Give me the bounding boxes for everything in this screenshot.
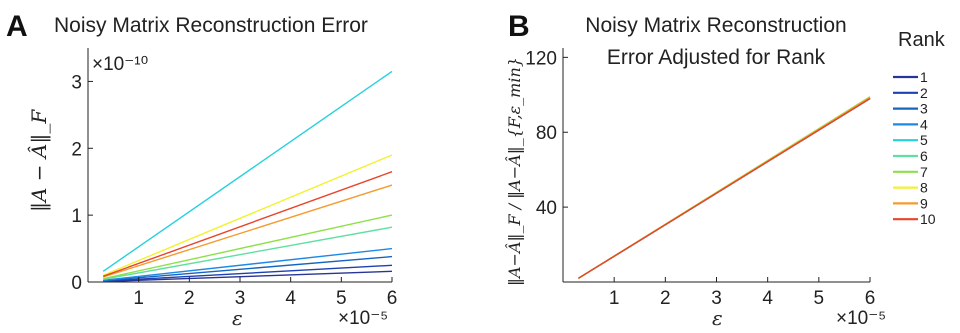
legend-label-8: 8 xyxy=(920,180,928,196)
panel-a-y-label: ‖A − Â‖_F xyxy=(27,109,52,212)
legend-title: Rank xyxy=(898,29,946,51)
panel-b-series-group xyxy=(578,96,871,279)
legend-label-3: 3 xyxy=(920,101,928,117)
legend-label-10: 10 xyxy=(920,211,936,227)
panel-b-x-tick-label: 4 xyxy=(762,288,773,309)
panel-a-x-multiplier: ×10⁻⁵ xyxy=(338,308,388,329)
panel-b-y-tick-label: 40 xyxy=(536,198,557,219)
legend-label-1: 1 xyxy=(920,69,928,85)
panel-a-series-line-4 xyxy=(103,247,393,281)
panel-a-x-tick-label: 2 xyxy=(184,288,195,309)
panel-b-y-tick-label: 120 xyxy=(525,48,557,69)
legend-label-5: 5 xyxy=(920,132,928,148)
legend-label-2: 2 xyxy=(920,85,928,101)
panel-a-x-tick-label: 3 xyxy=(235,288,246,309)
panel-a-y-tick-label: 0 xyxy=(71,273,82,294)
legend-label-7: 7 xyxy=(920,164,928,180)
panel-a-title: Noisy Matrix Reconstruction Error xyxy=(54,14,368,37)
panel-b-x-ticks: 1 2 3 4 5 6 xyxy=(609,277,875,309)
panel-b-title-line2: Error Adjusted for Rank xyxy=(607,46,826,69)
panel-a-y-ticks: 0 1 2 3 xyxy=(71,72,93,294)
panel-b-x-tick-label: 1 xyxy=(609,288,620,309)
panel-b-x-multiplier: ×10⁻⁵ xyxy=(836,308,886,329)
panel-a-x-tick-label: 5 xyxy=(336,288,347,309)
panel-a-series-line-7 xyxy=(103,214,393,280)
panel-b-y-tick-label: 80 xyxy=(536,123,557,144)
panel-a-y-tick-label: 1 xyxy=(71,206,82,227)
panel-a-series-line-5 xyxy=(102,70,393,272)
panel-a-series-line-1 xyxy=(103,270,393,283)
panel-a-x-tick-label: 6 xyxy=(387,288,398,309)
panel-a-series-line-10 xyxy=(102,171,393,277)
panel-a-x-ticks: 1 2 3 4 5 6 xyxy=(133,277,397,309)
panel-b: B Noisy Matrix Reconstruction Error Adju… xyxy=(504,10,886,330)
panel-b-title-line1: Noisy Matrix Reconstruction xyxy=(585,14,846,37)
panel-b-x-tick-label: 3 xyxy=(711,288,722,309)
panel-b-x-tick-label: 2 xyxy=(660,288,671,309)
panel-a-y-multiplier: ×10⁻¹⁰ xyxy=(92,54,148,75)
panel-a-letter: A xyxy=(6,10,28,43)
panel-a-series-line-9 xyxy=(102,184,393,278)
panel-b-x-label: ε xyxy=(712,306,723,330)
panel-a-x-label: ε xyxy=(232,306,243,330)
panel-b-letter: B xyxy=(508,10,530,43)
panel-b-y-label: ‖A−Â‖_F / ‖A−Â‖_{F,ε_min} xyxy=(504,57,524,286)
panel-b-x-tick-label: 6 xyxy=(865,288,876,309)
panel-b-series-line-10 xyxy=(578,97,871,279)
legend-label-4: 4 xyxy=(920,116,928,132)
panel-a-series-group xyxy=(102,70,393,283)
panel-a-x-tick-label: 4 xyxy=(285,288,296,309)
legend-label-9: 9 xyxy=(920,195,928,211)
panel-a-x-tick-label: 1 xyxy=(133,288,144,309)
legend-label-6: 6 xyxy=(920,148,928,164)
panel-a-series-line-6 xyxy=(103,226,393,280)
panel-b-y-ticks: 40 80 120 xyxy=(525,48,568,219)
panel-a-series-line-3 xyxy=(103,255,393,282)
panel-a-y-tick-label: 2 xyxy=(71,139,82,160)
panel-a-series-line-2 xyxy=(103,264,393,282)
panel-a: A Noisy Matrix Reconstruction Error 1 2 3 4… xyxy=(6,10,397,330)
panel-a-y-tick-label: 3 xyxy=(71,72,82,93)
panel-a-series-line-8 xyxy=(102,154,393,276)
panel-b-x-tick-label: 5 xyxy=(814,288,825,309)
